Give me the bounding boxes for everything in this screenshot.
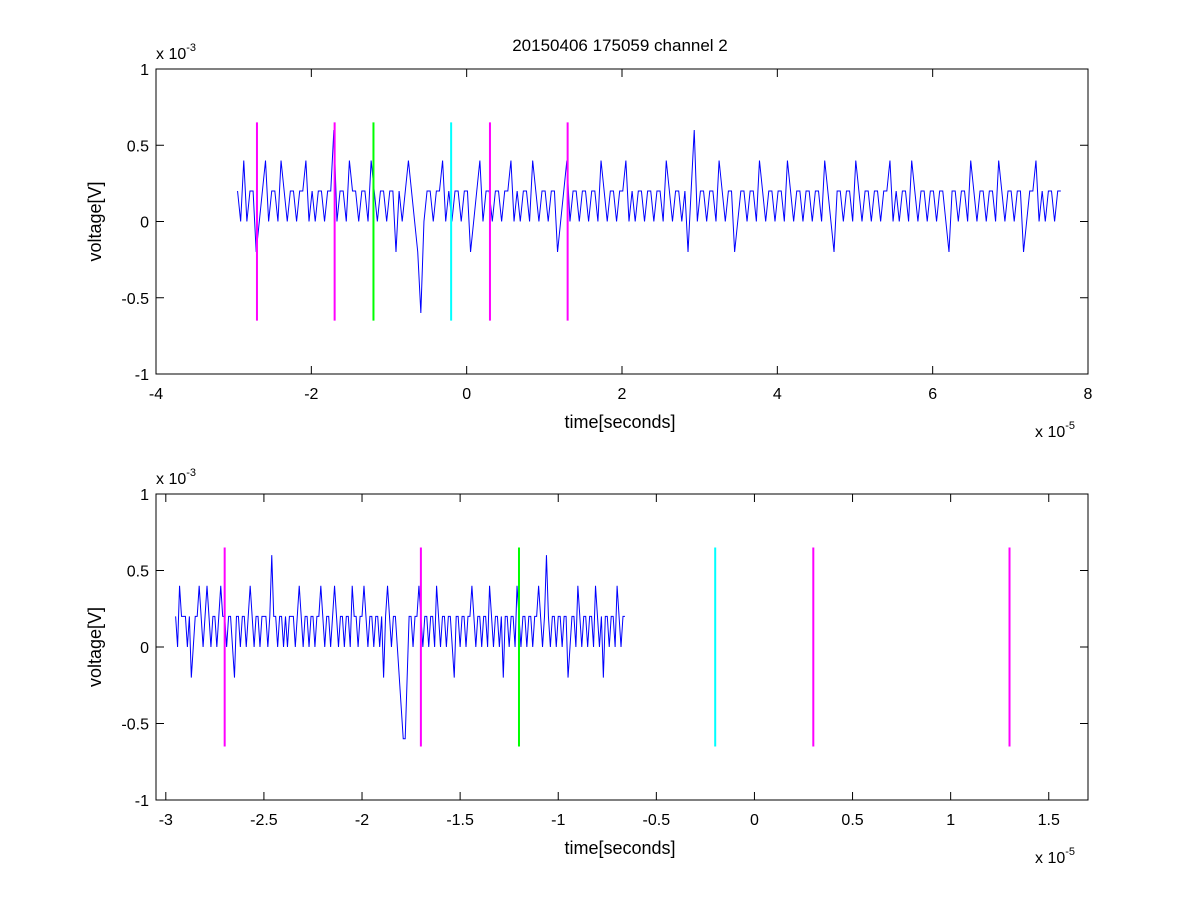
y-tick-label: 1: [140, 62, 149, 79]
y-tick-label: 0.5: [127, 138, 149, 155]
y-axis-multiplier: x 10-3: [156, 42, 196, 63]
x-multiplier-exponent: -5: [1065, 420, 1075, 432]
plot-area: [155, 68, 1089, 375]
x-tick-label: -2: [304, 386, 318, 403]
x-tick-label: -4: [149, 386, 163, 403]
x-tick-label: 1: [946, 812, 955, 829]
bottom-panel: -3 -2.5 -2 -1.5 -1 -0.5 0 0.5 1 1.5 -1 -0.5 0 0.5 1 tim…: [85, 467, 1089, 867]
signal-line: [175, 555, 625, 740]
x-tick-label: -2.5: [250, 812, 278, 829]
y-axis-label: voltage[V]: [85, 607, 105, 687]
x-tick-label: 8: [1084, 386, 1093, 403]
y-tick-label: 0.5: [127, 564, 149, 581]
y-tick-label: -0.5: [121, 717, 149, 734]
x-tick-label: -0.5: [643, 812, 671, 829]
x-multiplier-base: x 10: [1035, 850, 1065, 867]
top-panel: -4 -2 0 2 4 6 8 -1 -0.5 0 0.5 1 time[seconds] voltage…: [85, 42, 1093, 441]
signal-line: [237, 129, 1061, 314]
y-tick-label: -1: [135, 793, 149, 810]
x-tick-label: 2: [618, 386, 627, 403]
x-tick-label: -2: [355, 812, 369, 829]
x-tick-label: -3: [159, 812, 173, 829]
y-axis-multiplier: x 10-3: [156, 467, 196, 488]
x-tick-label: -1.5: [446, 812, 474, 829]
y-multiplier-base: x 10: [156, 46, 186, 63]
y-tick-label: 0: [140, 215, 149, 232]
x-axis-multiplier: x 10-5: [1035, 420, 1075, 441]
x-tick-label: 1.5: [1038, 812, 1060, 829]
x-multiplier-base: x 10: [1035, 424, 1065, 441]
y-multiplier-exponent: -3: [186, 467, 196, 479]
y-tick-label: -0.5: [121, 291, 149, 308]
x-axis-label: time[seconds]: [564, 838, 675, 858]
x-axis-label: time[seconds]: [564, 412, 675, 432]
y-multiplier-base: x 10: [156, 471, 186, 488]
x-tick-label: 0.5: [841, 812, 863, 829]
y-tick-label: 0: [140, 640, 149, 657]
chart-title: 20150406 175059 channel 2: [512, 36, 728, 55]
x-tick-label: 6: [928, 386, 937, 403]
y-multiplier-exponent: -3: [186, 42, 196, 54]
x-tick-label: 4: [773, 386, 782, 403]
y-axis-label: voltage[V]: [85, 181, 105, 261]
y-tick-label: 1: [140, 487, 149, 504]
x-multiplier-exponent: -5: [1065, 846, 1075, 858]
x-tick-label: 0: [462, 386, 471, 403]
x-tick-label: 0: [750, 812, 759, 829]
x-tick-label: -1: [551, 812, 565, 829]
plot-area: [155, 493, 1089, 801]
y-tick-label: -1: [135, 367, 149, 384]
x-axis-multiplier: x 10-5: [1035, 846, 1075, 867]
